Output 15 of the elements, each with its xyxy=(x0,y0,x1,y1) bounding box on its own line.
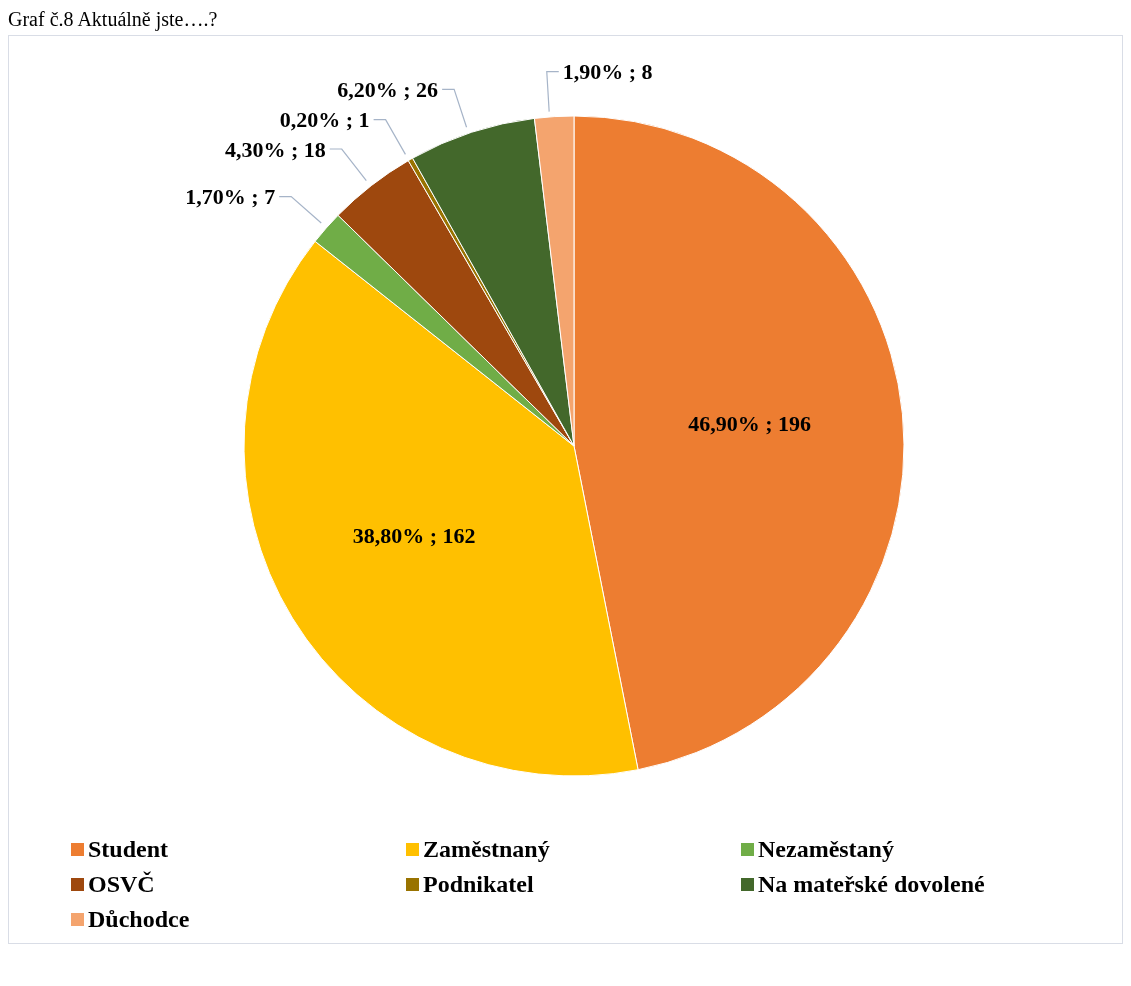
data-label: 0,20% ; 1 xyxy=(279,107,370,133)
legend-label: Podnikatel xyxy=(423,871,534,898)
legend-label: Student xyxy=(88,836,169,863)
data-label: 46,90% ; 196 xyxy=(688,410,812,436)
legend-label: Důchodce xyxy=(88,906,190,933)
legend-label: Na mateřské dovolené xyxy=(758,871,985,898)
data-label: 1,90% ; 8 xyxy=(562,59,653,85)
legend-label: OSVČ xyxy=(88,871,155,898)
legend-label: Zaměstnaný xyxy=(423,836,550,863)
data-label: 1,70% ; 7 xyxy=(185,184,276,210)
chart-title: Graf č.8 Aktuálně jste….? xyxy=(8,8,219,31)
data-label: 38,80% ; 162 xyxy=(352,523,476,549)
data-label: 6,20% ; 26 xyxy=(337,76,439,102)
legend-label: Nezaměstaný xyxy=(758,836,894,863)
data-label: 4,30% ; 18 xyxy=(224,136,326,162)
